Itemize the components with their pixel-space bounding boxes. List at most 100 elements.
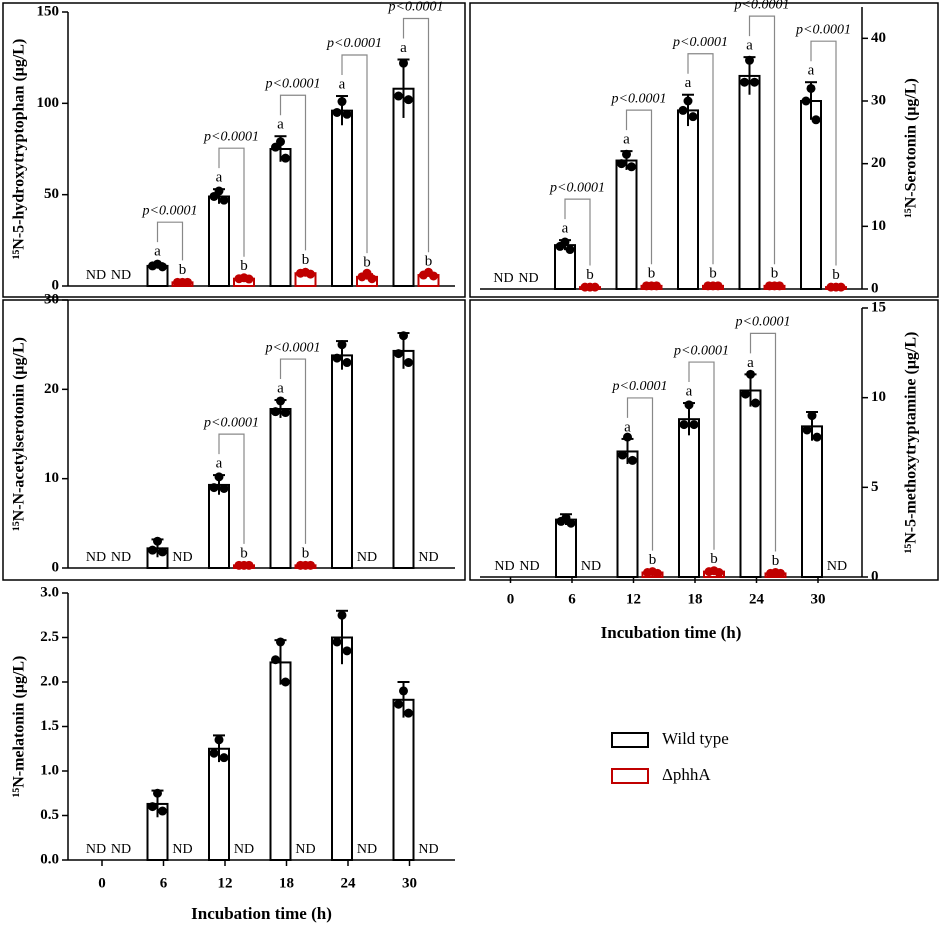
comparison-bracket [749,332,777,552]
y-axis-label: ¹⁵N-Serotonin (μg/L) [903,78,920,218]
data-point [276,396,285,406]
x-axis-label: Incubation time (h) [191,904,332,923]
significance-letter: a [624,419,631,435]
data-point [653,568,662,578]
significance-letter: b [240,545,248,561]
comparison-bracket [218,433,245,544]
data-point [394,91,403,101]
data-point [826,282,836,292]
data-point [776,568,785,578]
data-point [689,420,699,430]
data-point [158,262,167,272]
bar [801,425,823,578]
bar [331,354,353,569]
nd-label: ND [581,559,601,574]
significance-letter: b [772,553,780,569]
y-tick-label: 15 [871,299,886,315]
x-tick-label: 18 [279,875,294,891]
data-point [394,349,403,359]
data-point [214,735,224,745]
data-point [775,281,784,291]
significance-letter: b [586,267,594,283]
data-point [812,432,822,442]
p-value: p<0.0001 [612,379,668,394]
data-point [306,269,315,279]
y-tick-label: 150 [37,3,60,19]
data-point [404,708,413,718]
p-value: p<0.0001 [672,35,728,50]
nd-label: ND [357,550,377,565]
data-point [337,340,347,350]
y-tick-label: 2.0 [40,673,59,689]
data-point [209,748,219,758]
data-point [806,83,816,93]
data-point [306,560,315,570]
p-value: p<0.0001 [795,22,851,37]
data-point [740,77,749,87]
bar [678,418,700,579]
nd-label: ND [494,559,514,574]
data-point [404,95,413,105]
nd-label: ND [519,559,539,574]
significance-letter: a [277,117,284,133]
bar [739,389,762,579]
bar [269,661,292,861]
significance-letter: a [154,244,161,260]
data-point [807,411,817,421]
nd-label: ND [172,550,192,565]
y-tick-label: 10 [871,389,886,405]
significance-letter: b [710,551,718,567]
legend-swatch [611,732,649,748]
data-point [158,806,167,816]
data-point [617,159,626,169]
x-tick-label: 12 [218,875,233,891]
data-point [367,274,377,284]
legend-swatch [611,768,649,784]
y-tick-label: 0.0 [40,851,59,867]
data-point [590,282,600,292]
data-point [618,450,627,460]
data-point [688,112,698,122]
data-point [679,420,689,430]
y-tick-label: 10 [44,470,59,486]
y-tick-label: 0 [52,277,60,293]
comparison-bracket [341,54,368,254]
data-point [296,268,305,278]
significance-letter: b [832,267,840,283]
data-point [276,637,285,647]
y-tick-label: 20 [44,381,59,397]
bar [208,747,230,861]
bar [392,698,415,861]
p-value: p<0.0001 [673,343,729,358]
data-point [399,686,408,696]
x-tick-label: 12 [626,591,641,607]
bar [208,195,230,287]
comparison-bracket [402,17,430,253]
p-value: p<0.0001 [549,180,605,195]
data-point [684,400,694,410]
x-tick-label: 24 [341,875,357,891]
legend-label: Wild type [662,729,729,748]
data-point [337,97,347,107]
data-point [566,518,576,528]
significance-letter: a [400,40,407,56]
y-tick-label: 50 [44,186,59,202]
data-point [281,677,290,687]
x-tick-label: 0 [507,591,515,607]
y-tick-label: 3.0 [40,584,59,600]
data-point [429,271,438,281]
data-point [811,115,821,125]
panel-border [469,299,939,581]
data-point [399,58,408,68]
p-value: p<0.0001 [388,0,444,15]
comparison-bracket [626,397,654,551]
y-tick-label: 0 [871,280,879,296]
x-tick-label: 0 [98,875,106,891]
data-point [342,358,352,368]
comparison-bracket [279,94,307,251]
significance-letter: b [240,258,248,274]
data-point [296,560,305,570]
comparison-bracket [748,15,776,265]
bar [615,159,638,290]
